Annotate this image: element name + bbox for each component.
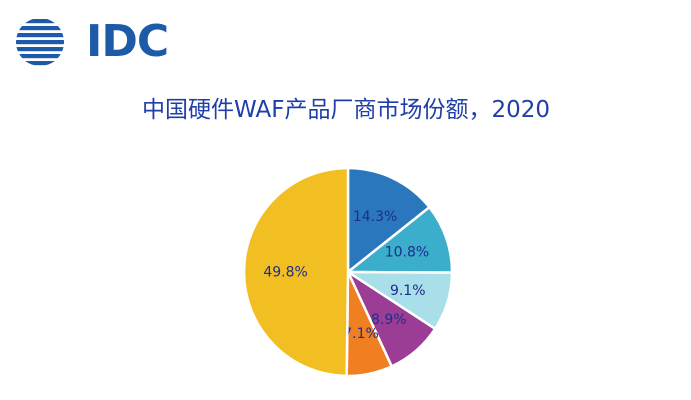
pie-slice-label-4: 8.9% — [371, 312, 407, 328]
pie-slice-label-6: 49.8% — [263, 265, 307, 281]
pie-slice-1 — [346, 166, 432, 275]
pie-slice-label-5: 7.1% — [343, 326, 379, 342]
chart-title: 中国硬件WAF产品厂商市场份额，2020 — [142, 97, 550, 123]
pie-slice-label-1: 14.3% — [353, 209, 397, 225]
idc-logo: IDC — [14, 16, 184, 68]
pie-slice-label-3: 9.1% — [390, 283, 426, 299]
pie-slice-6 — [242, 166, 350, 378]
pie-slice-2 — [344, 205, 454, 274]
globe-icon — [16, 19, 64, 66]
logo-text: IDC — [86, 16, 169, 67]
pie-slice-label-2: 10.8% — [385, 245, 429, 261]
